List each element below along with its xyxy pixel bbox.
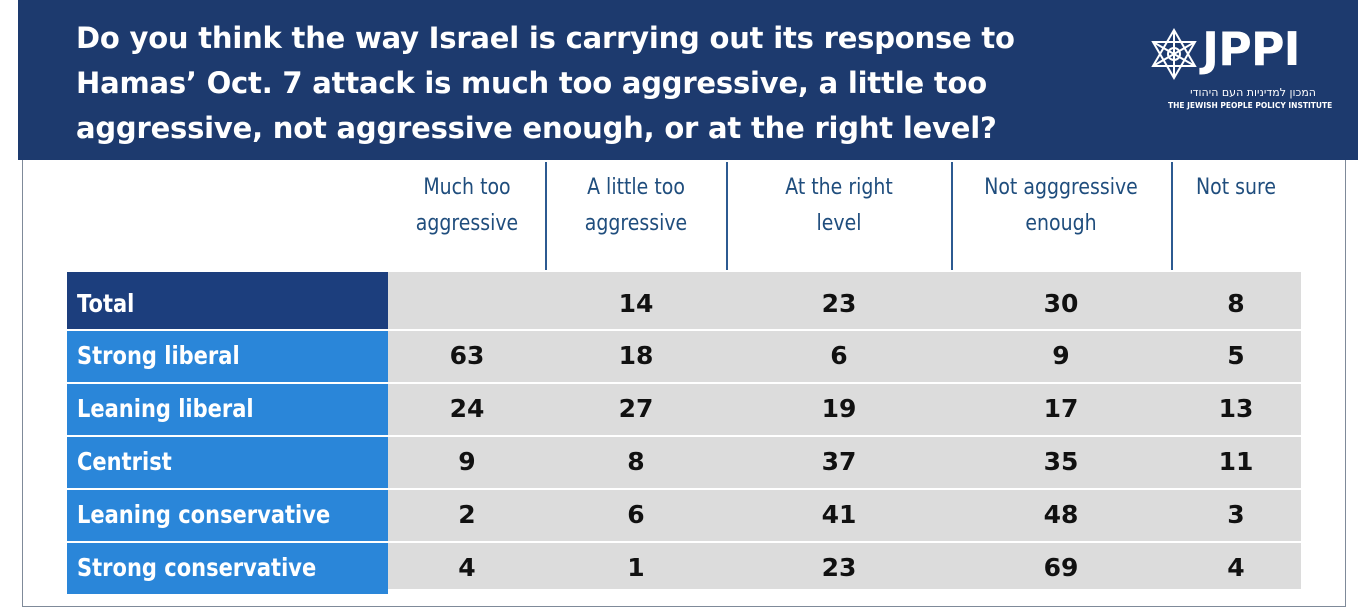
- column-separator: [726, 162, 728, 270]
- table-cell: 37: [821, 447, 857, 476]
- row-divider: [67, 488, 1301, 490]
- table-cell: 69: [1043, 553, 1079, 582]
- row-label-text: Centrist: [77, 447, 172, 476]
- column-separator: [1171, 162, 1173, 270]
- row-divider: [67, 329, 1301, 331]
- row-label: Strong conservative: [67, 542, 388, 594]
- table-cell: 6: [830, 341, 848, 370]
- table-cell: 48: [1043, 500, 1079, 529]
- logo-wordmark: JPPI: [1202, 22, 1301, 76]
- table-cell: 23: [821, 553, 857, 582]
- table-cell: 3: [1227, 500, 1245, 529]
- jppi-logo: JPPI המכון למדיניות העם היהודי THE JEWIS…: [1146, 22, 1346, 122]
- table-cell: 8: [627, 447, 645, 476]
- table-cell: 19: [821, 394, 857, 423]
- column-header-line: level: [816, 211, 862, 236]
- column-header-line: At the right: [785, 175, 893, 200]
- row-label-text: Leaning liberal: [77, 394, 254, 423]
- table-cell: 11: [1218, 447, 1254, 476]
- table-cell: 2: [458, 500, 476, 529]
- table-cell: [417, 278, 517, 330]
- table-cell: 30: [1043, 289, 1079, 318]
- column-header-line: aggressive: [584, 211, 688, 236]
- table-cell: 4: [458, 553, 476, 582]
- header-banner: Do you think the way Israel is carrying …: [18, 0, 1358, 160]
- row-label-text: Strong liberal: [77, 341, 240, 370]
- row-label-text: Strong conservative: [77, 553, 317, 582]
- table-cell: 35: [1043, 447, 1079, 476]
- column-separator: [545, 162, 547, 270]
- column-separator: [951, 162, 953, 270]
- column-header-line: A little too: [587, 175, 685, 200]
- column-header: A little too aggressive: [563, 170, 709, 270]
- table-cell: 5: [1227, 341, 1245, 370]
- column-header: Much too aggressive: [398, 170, 536, 270]
- table-cell: 4: [1227, 553, 1245, 582]
- column-header-line: Not sure: [1195, 175, 1277, 200]
- logo-hebrew-name: המכון למדיניות העם היהודי: [1190, 86, 1316, 99]
- column-header-line: enough: [1025, 211, 1097, 236]
- table-cell: 14: [618, 289, 654, 318]
- column-header-line: Not agggressive: [984, 175, 1138, 200]
- table-cell: 63: [449, 341, 485, 370]
- table-cell: 9: [1052, 341, 1070, 370]
- chart-title: Do you think the way Israel is carrying …: [76, 21, 1015, 145]
- star-of-david-icon: [1151, 28, 1197, 80]
- logo-english-name: THE JEWISH PEOPLE POLICY INSTITUTE: [1168, 101, 1333, 110]
- column-header: At the right level: [744, 170, 933, 270]
- row-label: Leaning liberal: [67, 383, 388, 435]
- table-data-area: [388, 272, 1301, 589]
- row-label: Leaning conservative: [67, 489, 388, 541]
- row-divider: [67, 382, 1301, 384]
- table-cell: 27: [618, 394, 654, 423]
- table-cell: 24: [449, 394, 485, 423]
- table-cell: 41: [821, 500, 857, 529]
- row-label: Total: [67, 272, 388, 330]
- table-cell: 13: [1218, 394, 1254, 423]
- column-header: Not agggressive enough: [966, 170, 1155, 270]
- table-cell: 6: [627, 500, 645, 529]
- table-cell: 17: [1043, 394, 1079, 423]
- table-cell: 1: [627, 553, 645, 582]
- row-label: Strong liberal: [67, 330, 388, 382]
- table-cell: 18: [618, 341, 654, 370]
- column-header-line: aggressive: [415, 211, 519, 236]
- row-label-text: Total: [77, 289, 135, 318]
- column-header-line: Much too: [423, 175, 511, 200]
- row-divider: [67, 435, 1301, 437]
- row-label-text: Leaning conservative: [77, 500, 331, 529]
- table-cell: 23: [821, 289, 857, 318]
- row-label: Centrist: [67, 436, 388, 488]
- row-divider: [67, 541, 1301, 543]
- table-cell: 9: [458, 447, 476, 476]
- table-cell: 8: [1227, 289, 1245, 318]
- column-header: Not sure: [1180, 170, 1292, 270]
